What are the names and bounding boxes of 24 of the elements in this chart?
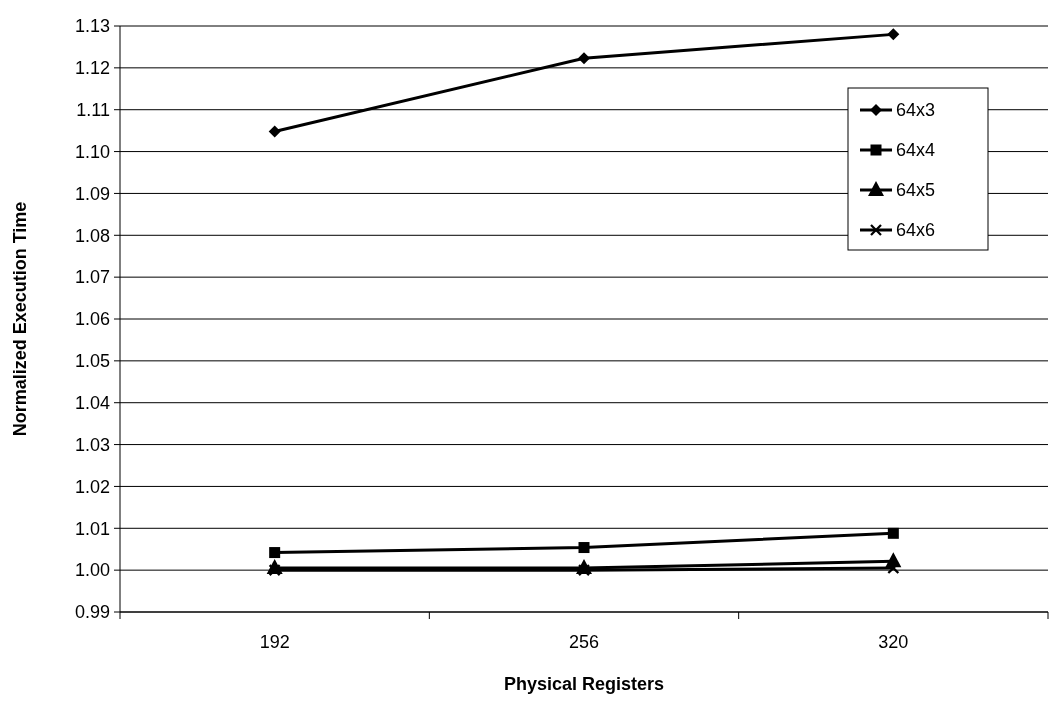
legend-label: 64x3 xyxy=(896,100,936,121)
y-tick-label: 1.03 xyxy=(74,434,110,455)
x-tick-label: 320 xyxy=(878,632,909,652)
y-tick-label: 1.00 xyxy=(74,560,110,581)
y-tick-label: 1.10 xyxy=(74,141,110,162)
y-tick-label: 1.12 xyxy=(74,58,110,79)
legend-label: 64x5 xyxy=(896,180,936,201)
y-tick-label: 1.08 xyxy=(74,225,110,246)
y-tick-label: 1.07 xyxy=(74,267,110,288)
y-tick-label: 1.09 xyxy=(74,183,110,204)
y-tick-label: 1.04 xyxy=(74,393,110,414)
y-tick-label: 1.11 xyxy=(76,100,110,121)
x-axis-title: Physical Registers xyxy=(503,674,665,694)
y-tick-label: 1.01 xyxy=(74,518,110,539)
legend-label: 64x6 xyxy=(896,220,936,241)
y-tick-label: 1.06 xyxy=(74,309,110,330)
y-tick-label: 1.13 xyxy=(74,16,110,37)
x-tick-label: 256 xyxy=(568,632,600,652)
y-tick-label: 1.02 xyxy=(74,476,110,497)
y-tick-label: 1.05 xyxy=(74,351,110,372)
x-tick-label: 192 xyxy=(259,632,290,652)
legend-label: 64x4 xyxy=(896,140,936,161)
y-tick-label: 0.99 xyxy=(74,602,110,623)
y-axis-title: Normalized Execution Time xyxy=(10,201,30,437)
